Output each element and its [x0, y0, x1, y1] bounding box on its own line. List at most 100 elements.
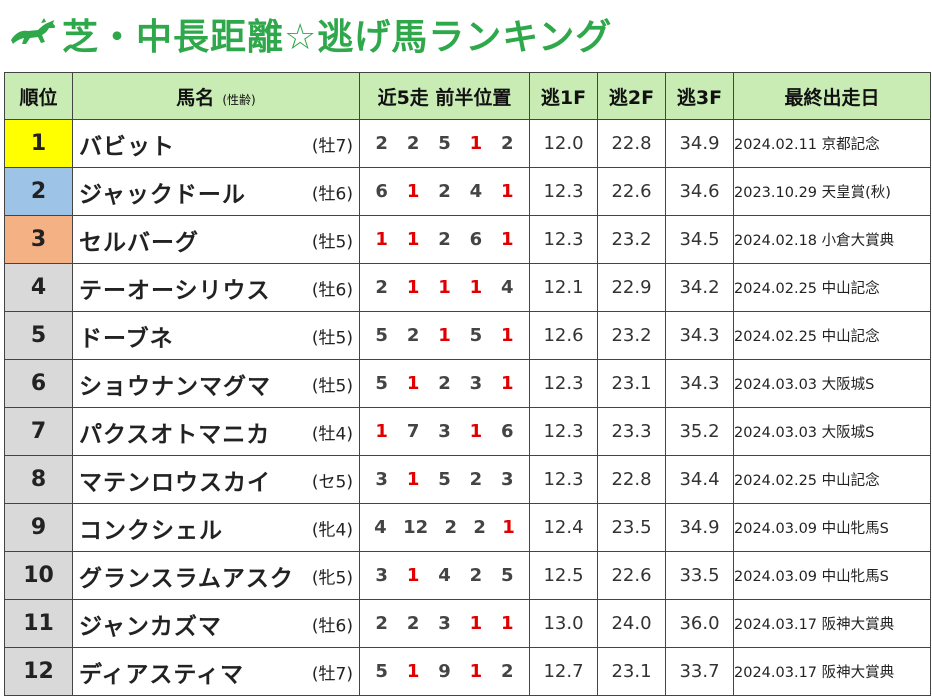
last-race-cell: 2024.02.25 中山記念 — [733, 455, 931, 504]
f2-cell: 23.2 — [597, 311, 666, 360]
f2-cell: 22.8 — [597, 119, 666, 168]
position-value: 2 — [375, 133, 388, 154]
horse-sex-age: (牡5) — [311, 328, 353, 348]
header-f1: 逃1F — [529, 72, 598, 120]
horse-name: パクスオトマニカ — [79, 421, 271, 448]
position-value: 1 — [500, 181, 514, 202]
horse-sex-age: (牡7) — [311, 136, 353, 156]
horse-sex-age: (牡6) — [311, 280, 353, 300]
f2-cell: 22.6 — [597, 167, 666, 216]
position-value: 1 — [406, 469, 420, 490]
position-value: 1 — [406, 565, 420, 586]
horse-sex-age: (牡7) — [311, 664, 353, 684]
rank-cell: 1 — [4, 119, 73, 168]
table-row: 8 マテンロウスカイ (セ5) 3 1 5 2 3 12.3 22.8 34.4 2024.02.25… — [4, 455, 931, 504]
position-value: 6 — [500, 421, 514, 442]
f3-cell: 34.2 — [665, 263, 734, 312]
position-value: 12 — [403, 517, 429, 538]
title-text: 芝・中長距離☆逃げ馬ランキング — [62, 17, 613, 58]
page-title: 芝・中長距離☆逃げ馬ランキング — [8, 6, 612, 62]
header-f3: 逃3F — [665, 72, 734, 120]
running-horse-icon — [11, 18, 56, 44]
horse-name: ショウナンマグマ — [79, 373, 271, 400]
position-value: 5 — [375, 373, 388, 394]
horse-name: コンクシェル — [79, 517, 223, 544]
position-value: 2 — [469, 469, 483, 490]
table-row: 2 ジャックドール (牡6) 6 1 2 4 1 12.3 22.6 34.6 2023.10.29 … — [4, 167, 931, 216]
f3-cell: 34.6 — [665, 167, 734, 216]
horse-sex-age: (セ5) — [311, 472, 353, 492]
last-race-cell: 2024.03.17 阪神大賞典 — [733, 599, 931, 648]
position-value: 1 — [438, 325, 451, 346]
position-value: 5 — [500, 565, 514, 586]
last-race-cell: 2024.02.11 京都記念 — [733, 119, 931, 168]
f3-cell: 34.5 — [665, 215, 734, 264]
position-value: 1 — [500, 229, 514, 250]
rank-cell: 11 — [4, 599, 73, 648]
position-value: 9 — [438, 661, 451, 682]
position-value: 1 — [406, 181, 420, 202]
horse-sex-age: (牡5) — [311, 376, 353, 396]
position-value: 1 — [469, 661, 483, 682]
last-race-cell: 2024.03.09 中山牝馬S — [733, 551, 931, 600]
f2-cell: 23.2 — [597, 215, 666, 264]
horse-name: セルバーグ — [79, 229, 199, 256]
position-value: 1 — [500, 373, 514, 394]
f1-cell: 12.5 — [529, 551, 598, 600]
header-rank: 順位 — [4, 72, 73, 120]
f3-cell: 35.2 — [665, 407, 734, 456]
position-value: 1 — [438, 277, 451, 298]
position-value: 1 — [469, 421, 483, 442]
position-value: 2 — [444, 517, 458, 538]
ranking-table: 順位 馬名 (性齢) 近5走 前半位置 逃1F 逃2F 逃3F 最終出走日 1 バビ… — [4, 72, 931, 696]
rank-cell: 2 — [4, 167, 73, 216]
header-name: 馬名 (性齢) — [72, 72, 360, 120]
last-race-cell: 2024.02.18 小倉大賞典 — [733, 215, 931, 264]
f1-cell: 12.3 — [529, 359, 598, 408]
position-value: 3 — [438, 613, 451, 634]
rank-cell: 8 — [4, 455, 73, 504]
horse-name: ジャンカズマ — [79, 613, 222, 640]
table-row: 10 グランスラムアスク (牝5) 3 1 4 2 5 12.5 22.6 33.5 2024.03.… — [4, 551, 931, 600]
position-value: 1 — [406, 661, 420, 682]
position-value: 2 — [406, 613, 420, 634]
header-name-label: 馬名 — [176, 86, 215, 109]
header-row: 順位 馬名 (性齢) 近5走 前半位置 逃1F 逃2F 逃3F 最終出走日 — [4, 72, 931, 120]
name-cell: パクスオトマニカ (牡4) — [72, 407, 360, 456]
f1-cell: 13.0 — [529, 599, 598, 648]
position-value: 1 — [375, 229, 388, 250]
position-value: 5 — [469, 325, 483, 346]
f3-cell: 33.7 — [665, 647, 734, 696]
position-value: 5 — [438, 133, 451, 154]
f1-cell: 12.4 — [529, 503, 598, 552]
position-value: 5 — [438, 469, 451, 490]
horse-name: マテンロウスカイ — [79, 469, 271, 496]
table-row: 7 パクスオトマニカ (牡4) 1 7 3 1 6 12.3 23.3 35.2 2024.03.03… — [4, 407, 931, 456]
table-row: 4 テーオーシリウス (牡6) 2 1 1 1 4 12.1 22.9 34.2 2024.02.25… — [4, 263, 931, 312]
position-value: 1 — [406, 277, 420, 298]
f1-cell: 12.1 — [529, 263, 598, 312]
position-value: 2 — [438, 229, 451, 250]
f2-cell: 23.3 — [597, 407, 666, 456]
f2-cell: 22.8 — [597, 455, 666, 504]
horse-sex-age: (牡4) — [311, 424, 353, 444]
position-value: 3 — [375, 565, 388, 586]
rank-cell: 4 — [4, 263, 73, 312]
last-race-cell: 2024.02.25 中山記念 — [733, 263, 931, 312]
horse-sex-age: (牡6) — [311, 616, 353, 636]
f3-cell: 36.0 — [665, 599, 734, 648]
position-value: 1 — [500, 613, 514, 634]
table-row: 11 ジャンカズマ (牡6) 2 2 3 1 1 13.0 24.0 36.0 2024.03.17 … — [4, 599, 931, 648]
table-row: 6 ショウナンマグマ (牡5) 5 1 2 3 1 12.3 23.1 34.3 2024.03.03… — [4, 359, 931, 408]
position-value: 5 — [375, 661, 388, 682]
name-cell: グランスラムアスク (牝5) — [72, 551, 360, 600]
f3-cell: 34.3 — [665, 311, 734, 360]
